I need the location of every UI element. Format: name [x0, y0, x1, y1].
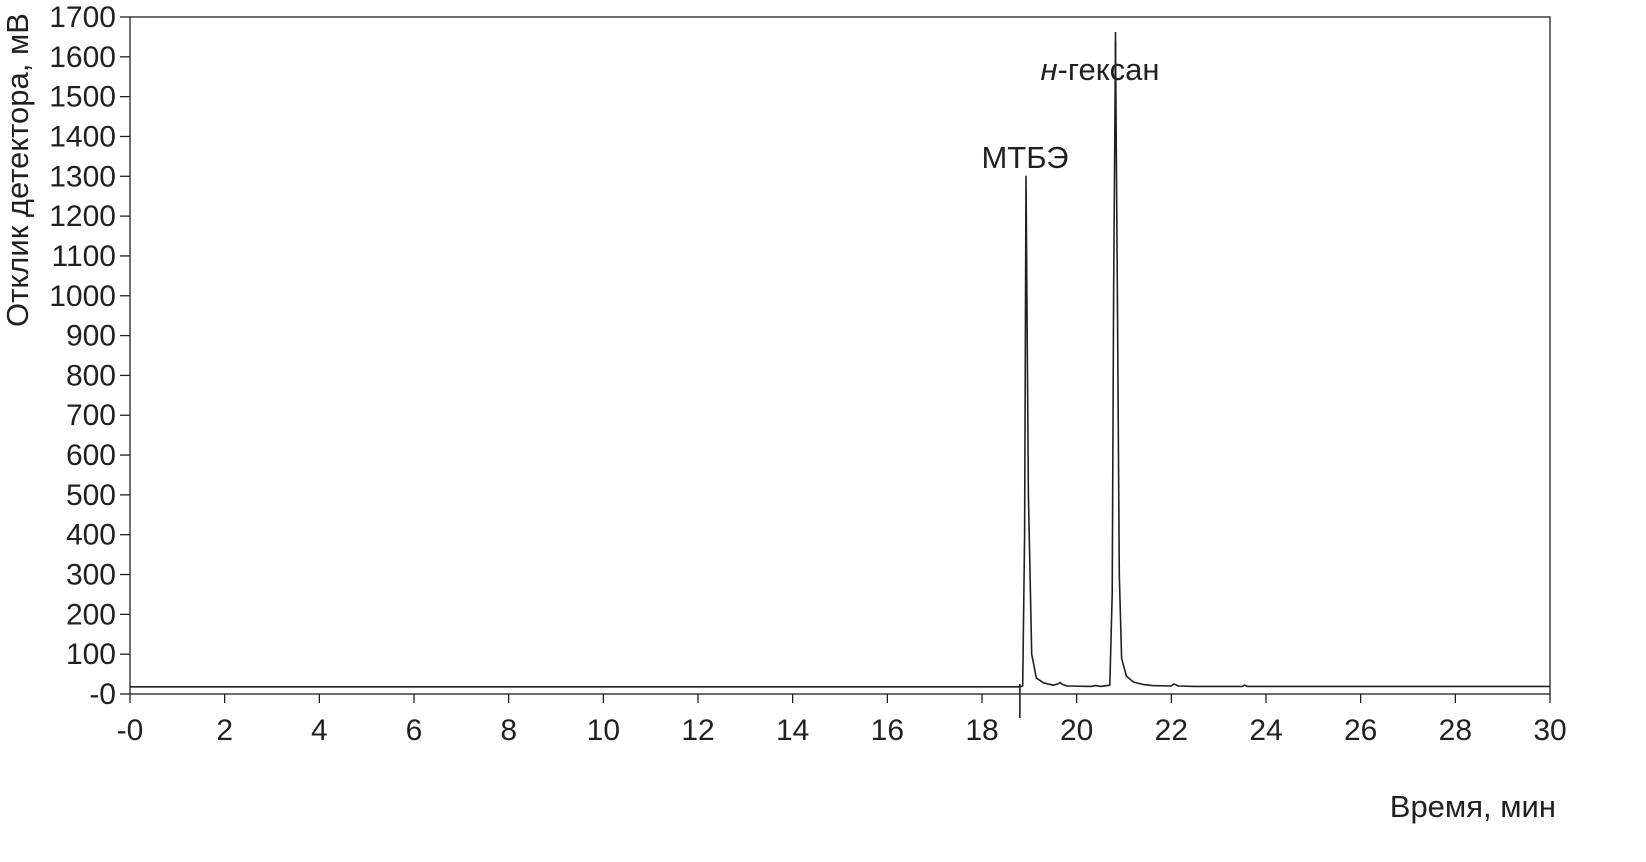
y-tick-label: 600	[66, 439, 116, 472]
y-tick-label: 400	[66, 519, 116, 552]
x-tick-label: 14	[776, 714, 809, 747]
peak-label-hexane: н-гексан	[1040, 52, 1159, 87]
y-tick-label: 1400	[49, 120, 116, 153]
peak-markers	[1019, 32, 1117, 718]
x-tick-label: 24	[1249, 714, 1282, 747]
x-tick-label: 26	[1344, 714, 1377, 747]
y-tick-label: -0	[89, 678, 116, 711]
x-tick-label: 16	[871, 714, 904, 747]
y-axis: -0 100 200 300 400 500 600 700 800 900 1000 1100 120…	[49, 1, 130, 711]
y-tick-label: 100	[66, 638, 116, 671]
x-tick-label: 4	[311, 714, 328, 747]
x-tick-label: 10	[587, 714, 620, 747]
x-tick-label: 2	[216, 714, 233, 747]
x-axis-title: Время, мин	[1390, 789, 1556, 824]
x-tick-label: 12	[681, 714, 714, 747]
y-tick-label: 300	[66, 559, 116, 592]
y-tick-label: 1100	[51, 240, 116, 273]
y-tick-label: 1200	[49, 200, 116, 233]
y-axis-title: Отклик детектора, мВ	[0, 13, 35, 327]
y-tick-label: 800	[66, 359, 116, 392]
y-tick-label: 1700	[49, 1, 116, 34]
y-tick-label: 700	[66, 399, 116, 432]
plot-frame	[129, 16, 1551, 695]
y-tick-label: 1500	[49, 81, 116, 114]
chromatogram-line	[130, 40, 1550, 688]
y-tick-label: 900	[66, 320, 116, 353]
y-tick-label: 1300	[49, 160, 116, 193]
y-tick-label: 200	[66, 598, 116, 631]
x-tick-label: 18	[965, 714, 998, 747]
x-tick-label: 28	[1439, 714, 1472, 747]
x-tick-label: 6	[406, 714, 423, 747]
x-axis: -0 2 4 6 8 10 12 14 16 18 20 22 24 26 28 30	[117, 694, 1567, 747]
x-tick-label: 8	[500, 714, 517, 747]
y-tick-label: 1000	[49, 280, 116, 313]
peak-label-hexane-italic: н	[1040, 52, 1057, 87]
x-tick-label: -0	[117, 714, 144, 747]
y-tick-label: 1600	[49, 41, 116, 74]
x-tick-label: 22	[1155, 714, 1188, 747]
peak-label-hexane-rest: -гексан	[1058, 52, 1160, 87]
peak-label-mtbe: МТБЭ	[981, 140, 1068, 175]
y-tick-label: 500	[66, 479, 116, 512]
x-tick-label: 30	[1533, 714, 1566, 747]
x-tick-label: 20	[1060, 714, 1093, 747]
